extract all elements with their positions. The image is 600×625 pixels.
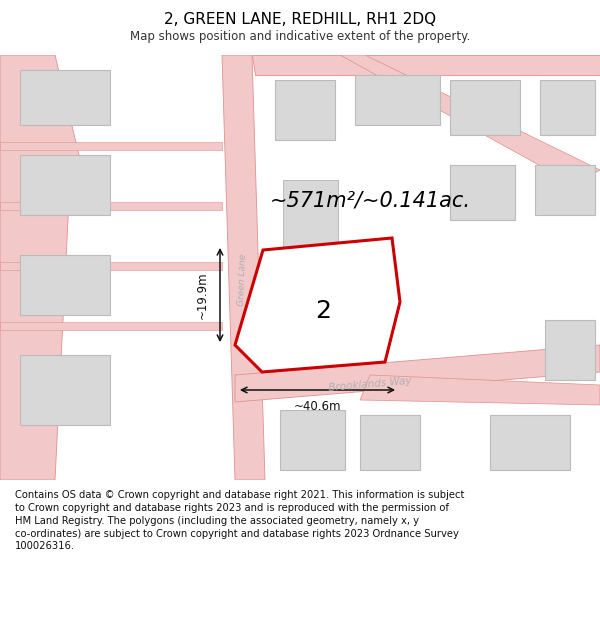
Polygon shape bbox=[0, 55, 85, 480]
Polygon shape bbox=[235, 345, 600, 402]
Polygon shape bbox=[450, 80, 520, 135]
Text: ~40.6m: ~40.6m bbox=[294, 399, 341, 412]
Polygon shape bbox=[0, 202, 222, 210]
Polygon shape bbox=[545, 320, 595, 380]
Text: Green Lane: Green Lane bbox=[236, 254, 247, 306]
Polygon shape bbox=[340, 55, 600, 185]
Polygon shape bbox=[535, 165, 595, 215]
Polygon shape bbox=[450, 165, 515, 220]
Text: ~571m²/~0.141ac.: ~571m²/~0.141ac. bbox=[269, 190, 470, 210]
Text: ~19.9m: ~19.9m bbox=[196, 271, 209, 319]
Polygon shape bbox=[222, 55, 265, 480]
Text: 2, GREEN LANE, REDHILL, RH1 2DQ: 2, GREEN LANE, REDHILL, RH1 2DQ bbox=[164, 12, 436, 27]
Text: Map shows position and indicative extent of the property.: Map shows position and indicative extent… bbox=[130, 30, 470, 43]
Text: Contains OS data © Crown copyright and database right 2021. This information is : Contains OS data © Crown copyright and d… bbox=[15, 490, 464, 551]
Polygon shape bbox=[540, 80, 595, 135]
Text: Brooklands Way: Brooklands Way bbox=[328, 376, 412, 392]
Polygon shape bbox=[360, 415, 420, 470]
Text: 2: 2 bbox=[315, 299, 331, 324]
Polygon shape bbox=[20, 355, 110, 425]
Polygon shape bbox=[235, 238, 400, 372]
Polygon shape bbox=[360, 375, 600, 405]
Polygon shape bbox=[490, 415, 570, 470]
Polygon shape bbox=[283, 180, 338, 255]
Polygon shape bbox=[280, 410, 345, 470]
Polygon shape bbox=[0, 322, 222, 330]
Polygon shape bbox=[252, 55, 600, 75]
Polygon shape bbox=[0, 142, 222, 150]
Polygon shape bbox=[0, 262, 222, 270]
Polygon shape bbox=[355, 75, 440, 125]
Polygon shape bbox=[20, 255, 110, 315]
Polygon shape bbox=[20, 70, 110, 125]
Polygon shape bbox=[20, 155, 110, 215]
Polygon shape bbox=[275, 80, 335, 140]
